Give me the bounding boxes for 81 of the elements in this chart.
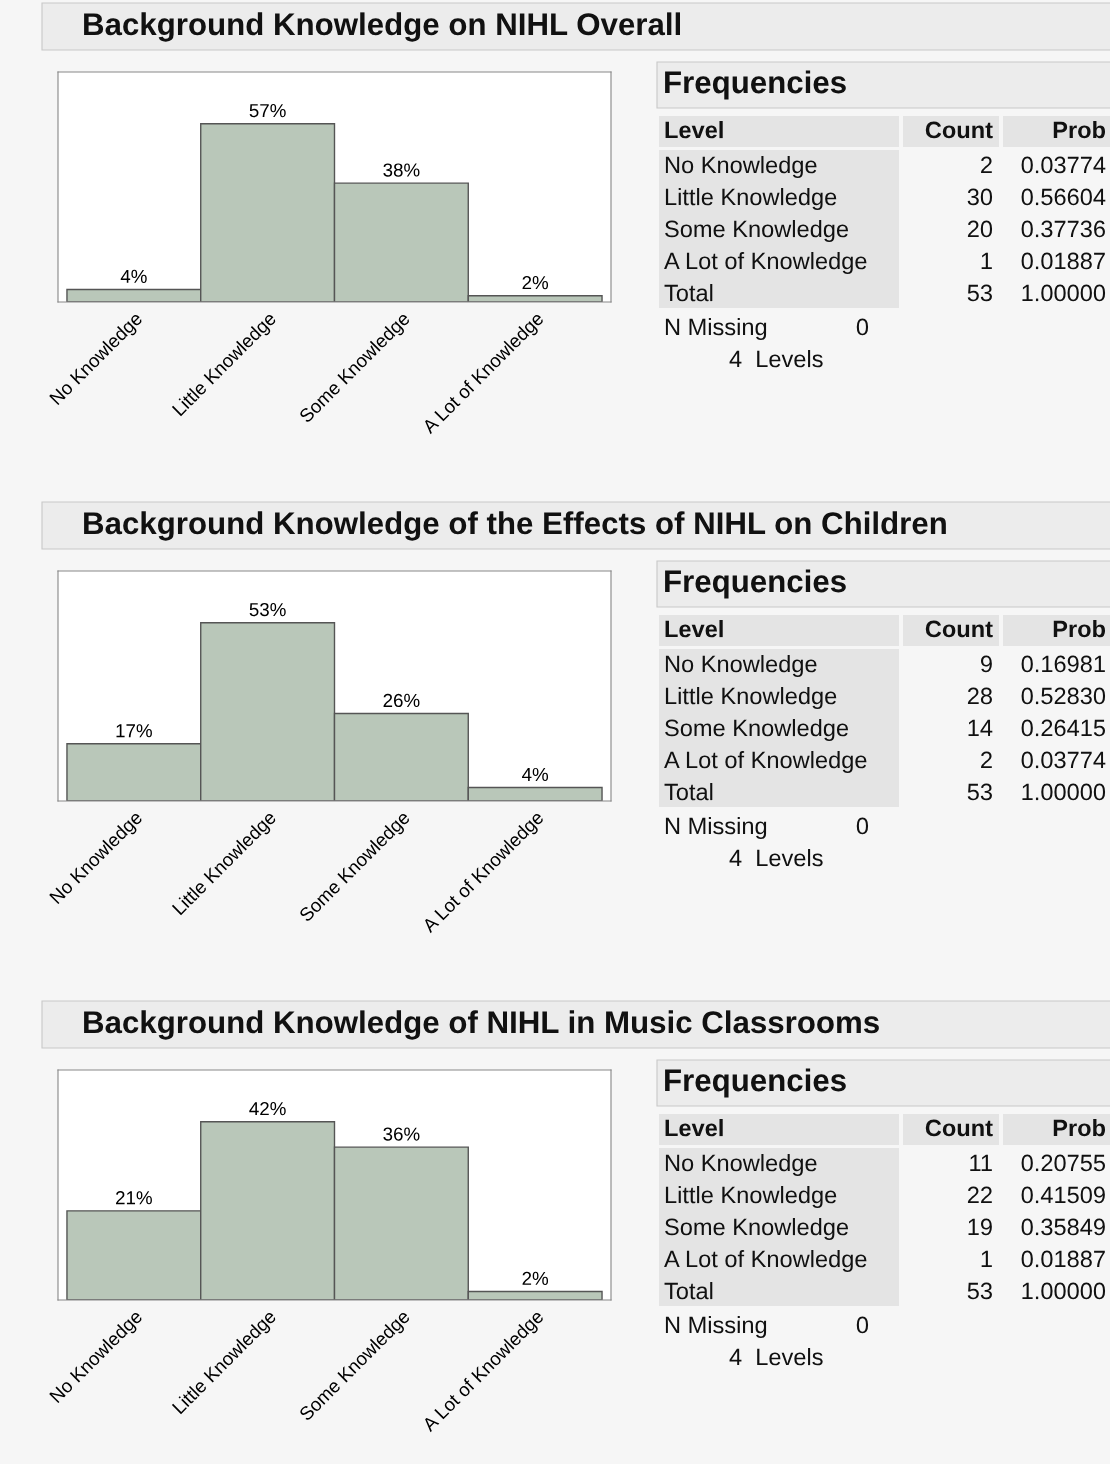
data-label: 53% <box>249 602 286 617</box>
data-label: 57% <box>249 104 286 118</box>
data-label: 0.37736 <box>1021 220 1105 238</box>
category-label: No Knowledge <box>665 1153 817 1177</box>
category-label: A Lot of Knowledge <box>664 252 867 275</box>
data-label: 28 <box>967 687 992 705</box>
legend-label: Prob <box>1053 121 1106 139</box>
chart-title: Background Knowledge on NIHL Overall <box>84 12 681 42</box>
category-label: No Knowledge <box>665 156 817 179</box>
text: Count <box>925 121 993 139</box>
category-label: Total <box>664 284 713 302</box>
category-label: Some Knowledge <box>665 220 849 243</box>
data-label: 1.00000 <box>1022 1282 1106 1300</box>
category-label: Total <box>664 783 713 801</box>
data-label: 0.41509 <box>1021 1186 1105 1204</box>
category-label: Little Knowledge <box>665 686 837 710</box>
category-label: A Lot of Knowledge <box>664 1249 867 1273</box>
data-label: 42% <box>249 1101 286 1116</box>
data-label: 38% <box>383 163 420 177</box>
category-label: A Lot of Knowledge <box>664 750 867 774</box>
data-label: 53 <box>967 783 992 801</box>
data-label: 0.16981 <box>1021 655 1105 673</box>
category-label: No Knowledge <box>665 655 817 678</box>
data-label: 21% <box>116 1191 152 1205</box>
data-label: 0.56604 <box>1021 188 1106 206</box>
data-label: 4% <box>120 269 147 283</box>
text: 0 <box>856 817 869 835</box>
text: 4 Levels <box>729 350 823 368</box>
data-label: 1.00000 <box>1022 783 1106 801</box>
text: 4 Levels <box>729 848 823 867</box>
category-label: Some Knowledge <box>665 1217 849 1241</box>
legend-label: Prob <box>1053 1118 1106 1137</box>
data-label: 20 <box>967 220 993 238</box>
data-label: 0.01887 <box>1021 252 1105 270</box>
text: 0 <box>856 1316 869 1334</box>
data-label: 19 <box>968 1218 992 1236</box>
text: N Missing <box>665 1315 767 1339</box>
data-label: 17% <box>116 724 152 738</box>
data-label: 0.03774 <box>1021 751 1106 769</box>
data-label: 0.20755 <box>1021 1154 1106 1172</box>
category-label: Little Knowledge <box>665 1185 837 1209</box>
category-label: Some Knowledge <box>665 718 849 742</box>
data-label: 2% <box>522 276 549 290</box>
data-label: 2 <box>981 156 992 174</box>
text: Count <box>925 620 993 638</box>
data-label: 53 <box>967 1282 992 1300</box>
legend-label: Prob <box>1053 619 1106 638</box>
text: 4 Levels <box>729 1347 823 1366</box>
data-label: 36% <box>383 1127 420 1141</box>
chart-title: Background Knowledge of NIHL in Music Classrooms <box>84 1010 879 1040</box>
chart-title: Background Knowledge of the Effects of NIHL on Children <box>84 511 946 541</box>
text: Frequencies <box>665 1068 846 1098</box>
data-label: 11 <box>970 1154 992 1172</box>
data-label: 4% <box>522 767 549 781</box>
text: Level <box>665 121 723 139</box>
category-label: Total <box>664 1281 713 1300</box>
data-label: 0.03774 <box>1021 156 1106 174</box>
data-label: 1 <box>981 252 992 270</box>
data-label: 26% <box>383 693 420 708</box>
text: Level <box>665 619 723 638</box>
text: Count <box>925 1119 993 1137</box>
data-label: 14 <box>968 719 993 737</box>
data-label: 0.26415 <box>1021 719 1106 737</box>
text: N Missing <box>665 816 767 840</box>
text: Level <box>665 1118 723 1137</box>
data-label: 1.00000 <box>1022 284 1106 302</box>
data-label: 30 <box>967 188 993 206</box>
data-label: 22 <box>967 1186 992 1204</box>
text: Frequencies <box>665 569 846 599</box>
text: 0 <box>856 318 869 336</box>
data-label: 0.01887 <box>1021 1250 1105 1268</box>
data-label: 9 <box>980 655 992 673</box>
data-label: 53 <box>967 284 992 302</box>
data-label: 0.35849 <box>1021 1218 1105 1236</box>
data-label: 2 <box>981 751 992 769</box>
category-label: Little Knowledge <box>665 188 837 211</box>
text: Frequencies <box>665 70 846 100</box>
text: N Missing <box>665 318 767 341</box>
data-label: 1 <box>981 1250 992 1268</box>
data-label: 0.52830 <box>1021 687 1106 705</box>
data-label: 2% <box>522 1271 549 1285</box>
